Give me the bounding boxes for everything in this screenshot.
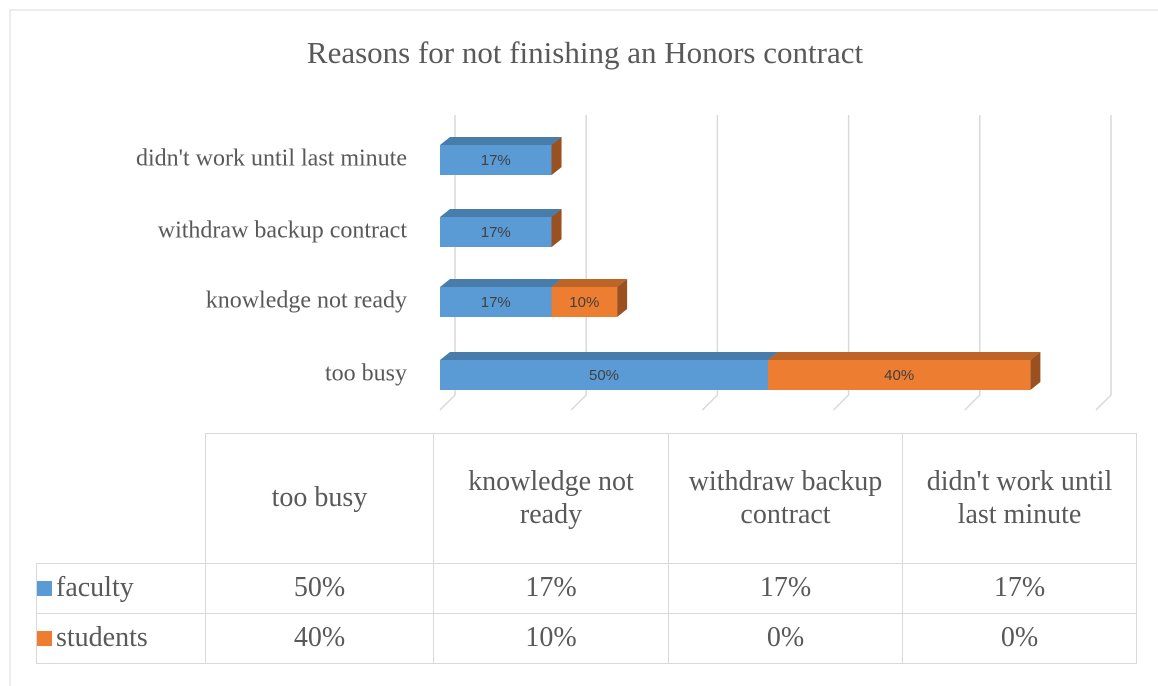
bar-segment (551, 209, 562, 247)
bar-top (440, 209, 562, 217)
bar-segment (440, 209, 562, 247)
bar-front (768, 360, 1031, 390)
bar-segment (551, 137, 562, 175)
table-header: withdraw backup contract (668, 433, 903, 564)
table-value-text: 50% (293, 572, 346, 604)
table-value: 50% (205, 563, 434, 614)
data-label: 17% (481, 294, 511, 311)
grid-line (833, 115, 850, 411)
chart-border (9, 9, 1158, 686)
data-label: 40% (884, 367, 914, 384)
table-value: 0% (668, 613, 903, 664)
bar-segment (440, 137, 562, 175)
bar-side (551, 209, 562, 247)
data-label: 17% (481, 152, 511, 169)
table-value: 40% (205, 613, 434, 664)
table-value-text: 17% (525, 572, 577, 604)
table-value-text: 40% (293, 622, 346, 654)
table-header: too busy (205, 433, 434, 564)
bar-side (551, 137, 562, 175)
grid-line (964, 115, 981, 411)
grid-line (701, 115, 719, 411)
legend-entry: faculty (36, 563, 206, 614)
bar-segment (551, 279, 628, 317)
table-value: 17% (668, 563, 903, 614)
grid-line (439, 115, 456, 411)
bar-top (440, 279, 562, 287)
bar-top (768, 352, 1041, 360)
chart-title: Reasons for not finishing an Honors cont… (307, 35, 864, 70)
bar-front (551, 287, 618, 317)
bar-top (440, 137, 562, 145)
table-header-text: too busy (271, 482, 368, 514)
table-value: 17% (433, 563, 669, 614)
table-value: 10% (433, 613, 669, 664)
table-value: 0% (902, 613, 1137, 664)
bar-top (440, 352, 778, 360)
table-header-text: knowledge not ready (468, 465, 634, 530)
table-header: didn't work until last minute (902, 433, 1137, 564)
category-label: knowledge not ready (206, 288, 407, 314)
grid-line (1095, 115, 1112, 411)
bar-front (440, 217, 552, 247)
table-value-text: 0% (766, 622, 805, 654)
category-label: too busy (325, 361, 407, 387)
bar-side (1030, 352, 1041, 390)
grid-line (570, 115, 587, 411)
bar-front (440, 145, 552, 175)
legend-entry: students (36, 613, 206, 664)
bar-front (440, 360, 768, 390)
data-label: 10% (569, 294, 599, 311)
data-label: 50% (589, 367, 619, 384)
table-header: knowledge not ready (433, 433, 669, 564)
table-value-text: 17% (759, 572, 812, 604)
bar-segment (440, 352, 778, 390)
table-value-text: 0% (1000, 622, 1039, 654)
legend-key (37, 581, 52, 596)
bar-top (551, 279, 628, 287)
legend-entry-text: faculty (56, 572, 134, 604)
data-label: 17% (481, 224, 511, 241)
table-value-text: 10% (525, 622, 577, 654)
category-label: withdraw backup contract (158, 218, 408, 244)
table-value-text: 17% (993, 572, 1046, 604)
table-value: 17% (902, 563, 1137, 614)
bar-segment (768, 352, 1041, 390)
legend-entry-text: students (56, 622, 148, 654)
table-header-text: didn't work until last minute (926, 465, 1113, 530)
bar-front (440, 287, 552, 317)
category-label: didn't work until last minute (136, 146, 407, 172)
table-header-text: withdraw backup contract (688, 465, 883, 530)
legend-key (37, 631, 52, 646)
bar-side (617, 279, 628, 317)
